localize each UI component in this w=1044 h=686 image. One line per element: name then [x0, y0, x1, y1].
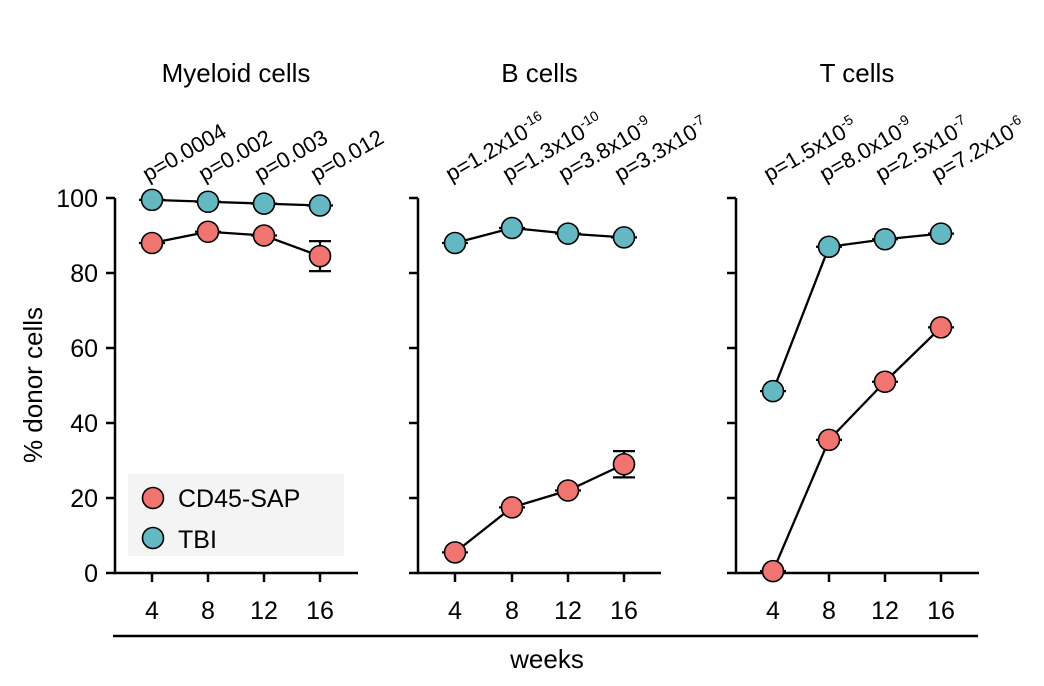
panel-1-x-tick-label: 4 — [448, 597, 462, 625]
y-tick-label: 20 — [70, 485, 98, 513]
panel-0-point-tbi — [140, 188, 164, 212]
panel-1-x-tick-label: 16 — [610, 597, 638, 625]
panel-2-point-tbi — [873, 227, 897, 251]
panel-1-x-tick-label: 8 — [505, 597, 519, 625]
panel-2-title: T cells — [820, 58, 895, 88]
panel-0-series-group — [139, 188, 333, 273]
panel-0-point-cd45-sap — [308, 244, 332, 268]
legend: CD45-SAP TBI — [128, 474, 344, 556]
panel-2-point-cd45-sap — [817, 428, 841, 452]
panel-2-point-cd45-sap — [761, 559, 785, 583]
panel-2-series-group — [760, 222, 954, 583]
panel-2-point-cd45-sap — [929, 316, 953, 339]
panel-2-line-cd45-sap — [771, 326, 942, 572]
panel-0-point-tbi — [308, 194, 332, 217]
panel-1-axes: 4 8 12 16B cellsp=1.2x10-16p=1.3x10-10p=3.8… — [409, 58, 707, 625]
y-tick-label: 60 — [70, 335, 98, 363]
panel-2-line-tbi — [771, 232, 942, 392]
panel-0-x-tick-label: 16 — [306, 597, 334, 625]
y-tick-label: 100 — [56, 185, 98, 213]
panel-1-point-cd45-sap — [612, 452, 636, 476]
panel-0-point-cd45-sap — [140, 231, 164, 255]
panel-1-x-tick-label: 12 — [554, 597, 582, 625]
panel-1-point-tbi — [443, 231, 467, 255]
panel-2-x-tick-label: 8 — [822, 597, 836, 625]
y-axis-label: % donor cells — [18, 307, 48, 463]
panel-1-point-tbi — [612, 226, 636, 249]
legend-marker-tbi — [141, 526, 165, 550]
panel-0-point-tbi — [196, 190, 220, 214]
y-tick-label: 0 — [84, 560, 98, 588]
y-tick-label: 80 — [70, 260, 98, 288]
panel-1-title: B cells — [501, 58, 578, 88]
panel-2-x-tick-label: 16 — [927, 597, 955, 625]
panel-2-x-tick-label: 4 — [766, 597, 780, 625]
panel-2-axes: 4 8 12 16T cellsp=1.5x10-5p=8.0x10-9p=2.5x1… — [727, 58, 1024, 625]
panel-1-line-cd45-sap — [454, 463, 625, 554]
panel-0-point-cd45-sap — [196, 220, 220, 244]
panel-2-point-tbi — [761, 379, 785, 403]
panel-0-x-tick-label: 12 — [250, 597, 278, 625]
legend-background — [128, 474, 344, 556]
panel-0-x-tick-label: 4 — [145, 597, 159, 625]
panel-1-series-group — [442, 216, 637, 564]
panel-2-point-tbi — [929, 222, 953, 245]
panel-0-point-tbi — [252, 192, 276, 215]
panel-1-point-cd45-sap — [500, 496, 524, 519]
panel-0-x-tick-label: 8 — [201, 597, 215, 625]
panel-1-point-tbi — [556, 222, 580, 245]
panel-2-point-cd45-sap — [873, 370, 897, 394]
panel-0-line-tbi — [151, 198, 321, 207]
panel-1-point-cd45-sap — [556, 479, 580, 502]
panel-2-point-tbi — [817, 235, 841, 259]
panel-2-x-tick-label: 12 — [871, 597, 899, 625]
data-layer — [139, 188, 954, 583]
panel-1-point-tbi — [500, 216, 524, 240]
legend-marker-cd45-sap — [141, 486, 165, 510]
panel-1-line-tbi — [454, 226, 625, 245]
panel-0-point-cd45-sap — [252, 224, 276, 247]
y-tick-label: 40 — [70, 410, 98, 438]
panel-1-point-cd45-sap — [443, 541, 467, 564]
legend-label-cd45-sap: CD45-SAP — [178, 485, 300, 513]
panel-0-line-cd45-sap — [151, 230, 321, 258]
x-axis-label: weeks — [509, 644, 584, 674]
legend-label-tbi: TBI — [178, 526, 217, 554]
panel-0-title: Myeloid cells — [162, 58, 311, 88]
